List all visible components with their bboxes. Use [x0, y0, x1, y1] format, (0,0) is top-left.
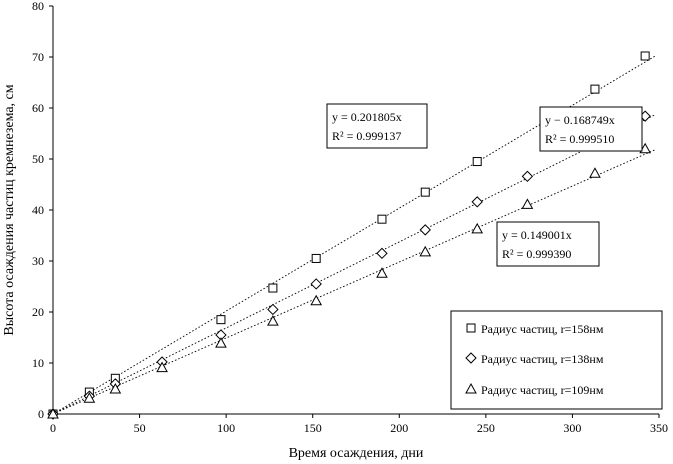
equation-box: y = 0.149001x R² = 0.999390: [496, 221, 600, 267]
equation-box: y − 0.168749x R² = 0.999510: [539, 106, 643, 152]
trendline-equation: y = 0.201805x: [332, 110, 402, 124]
trendline-r2: R² = 0.999510: [545, 132, 614, 146]
data-point-square: [590, 84, 600, 94]
data-point-triangle: [215, 337, 227, 348]
y-tick-label: 60: [32, 101, 44, 115]
data-markers: [47, 51, 651, 420]
equation-box-frame: [539, 106, 643, 152]
equation-box: y = 0.201805x R² = 0.999137: [326, 103, 428, 149]
trendline-equation: y = 0.149001x: [502, 228, 572, 242]
data-point-triangle: [639, 142, 651, 154]
x-tick-label: 150: [304, 421, 322, 435]
trendline-equation: y − 0.168749x: [545, 113, 615, 127]
x-tick-label: 300: [563, 421, 581, 435]
y-tick-label: 30: [32, 254, 44, 268]
x-tick-label: 200: [390, 421, 408, 435]
data-point-triangle: [83, 392, 96, 403]
data-point-triangle: [471, 222, 484, 234]
legend-label: Радиус частиц, r=158нм: [481, 322, 604, 336]
data-point-square: [377, 214, 387, 224]
legend-label: Радиус частиц, r=138нм: [481, 352, 604, 366]
data-point-diamond: [310, 278, 322, 290]
data-point-square: [311, 253, 321, 263]
data-point-triangle: [109, 382, 122, 394]
equation-box-frame: [496, 221, 600, 267]
data-point-diamond: [267, 303, 279, 316]
trendline-r2: R² = 0.999137: [332, 129, 401, 143]
x-tick-label: 0: [50, 421, 56, 435]
y-tick-label: 50: [32, 152, 44, 166]
trendline: [52, 149, 656, 415]
y-tick-label: 20: [32, 305, 44, 319]
y-tick-label: 10: [32, 356, 44, 370]
legend-marker-diamond: [465, 352, 477, 364]
legend-label: Радиус частиц, r=109нм: [481, 383, 604, 397]
y-axis-title: Высота осаждения частиц кремнезема, см: [2, 84, 17, 335]
data-point-square: [216, 315, 226, 325]
y-tick-label: 70: [32, 50, 44, 64]
data-point-diamond: [419, 224, 431, 236]
data-point-triangle: [521, 198, 534, 209]
data-point-triangle: [310, 294, 323, 306]
y-tick-label: 0: [38, 407, 44, 421]
axes: 0 50 100 150 200 250 300 350 0 10 20 30 40 50 60 70 80: [32, 0, 668, 435]
data-point-triangle: [589, 167, 601, 178]
x-tick-label: 250: [477, 421, 495, 435]
data-point-square: [640, 51, 650, 61]
data-point-square: [472, 157, 482, 167]
x-tick-label: 50: [134, 421, 146, 435]
y-tick-label: 40: [32, 203, 44, 217]
data-point-square: [268, 283, 278, 293]
data-point-diamond: [471, 196, 483, 208]
legend-frame: [450, 310, 663, 410]
trendline: [52, 114, 656, 415]
data-point-triangle: [156, 361, 168, 373]
data-point-triangle: [267, 315, 279, 326]
trendline-r2: R² = 0.999390: [502, 247, 571, 261]
data-point-square: [420, 187, 430, 197]
legend: Радиус частиц, r=158нм Радиус частиц, r=1…: [450, 310, 663, 410]
data-point-triangle: [47, 407, 59, 419]
data-point-diamond: [376, 247, 388, 260]
data-point-diamond: [521, 170, 534, 183]
trendline-equations: y = 0.201805x R² = 0.999137 y − 0.168749x R…: [326, 103, 643, 267]
equation-box-frame: [326, 103, 428, 149]
x-tick-label: 100: [217, 421, 235, 435]
data-point-triangle: [376, 267, 388, 278]
y-tick-label: 80: [32, 0, 44, 13]
x-tick-label: 350: [650, 421, 668, 435]
x-axis-title: Время осаждения, дни: [289, 446, 424, 461]
legend-marker-square: [466, 323, 476, 333]
legend-marker-triangle: [465, 382, 477, 394]
data-point-triangle: [419, 245, 432, 257]
